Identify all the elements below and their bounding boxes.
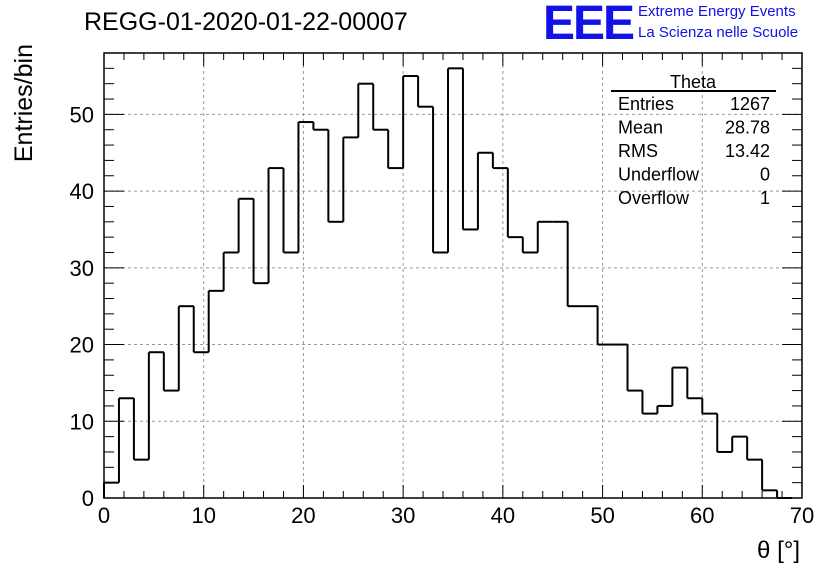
eee-logo: EEE [543,0,635,50]
y-tick-label: 0 [82,486,94,511]
logo-subtitle-2: La Scienza nelle Scuole [638,24,799,41]
x-tick-label: 50 [590,503,614,528]
stats-value-entries: 1267 [730,94,770,114]
stats-label-entries: Entries [618,94,674,114]
stats-label-underflow: Underflow [618,165,700,185]
y-tick-label: 20 [70,333,94,358]
logo-subtitle-1: Extreme Energy Events [638,3,796,20]
x-tick-label: 20 [291,503,315,528]
chart-title: REGG-01-2020-01-22-00007 [84,8,408,36]
stats-value-overflow: 1 [760,188,770,208]
y-tick-label: 40 [70,179,94,204]
x-tick-label: 40 [491,503,515,528]
stats-label-overflow: Overflow [618,188,690,208]
y-tick-label: 10 [70,409,94,434]
stats-label-rms: RMS [618,141,658,161]
plot-frame [103,52,803,499]
x-tick-label: 30 [391,503,415,528]
y-tick-label: 30 [70,256,94,281]
x-tick-label: 0 [98,503,110,528]
stats-value-underflow: 0 [760,165,770,185]
x-tick-label: 60 [690,503,714,528]
y-axis-label: Entries/bin [10,44,38,162]
y-tick-label: 50 [70,102,94,127]
x-tick-label: 10 [191,503,215,528]
x-tick-label: 70 [790,503,814,528]
stats-value-rms: 13.42 [725,141,770,161]
x-axis-label: θ [°] [757,537,800,564]
stats-box-title: Theta [670,72,717,92]
stats-label-mean: Mean [618,118,663,138]
stats-value-mean: 28.78 [725,118,770,138]
